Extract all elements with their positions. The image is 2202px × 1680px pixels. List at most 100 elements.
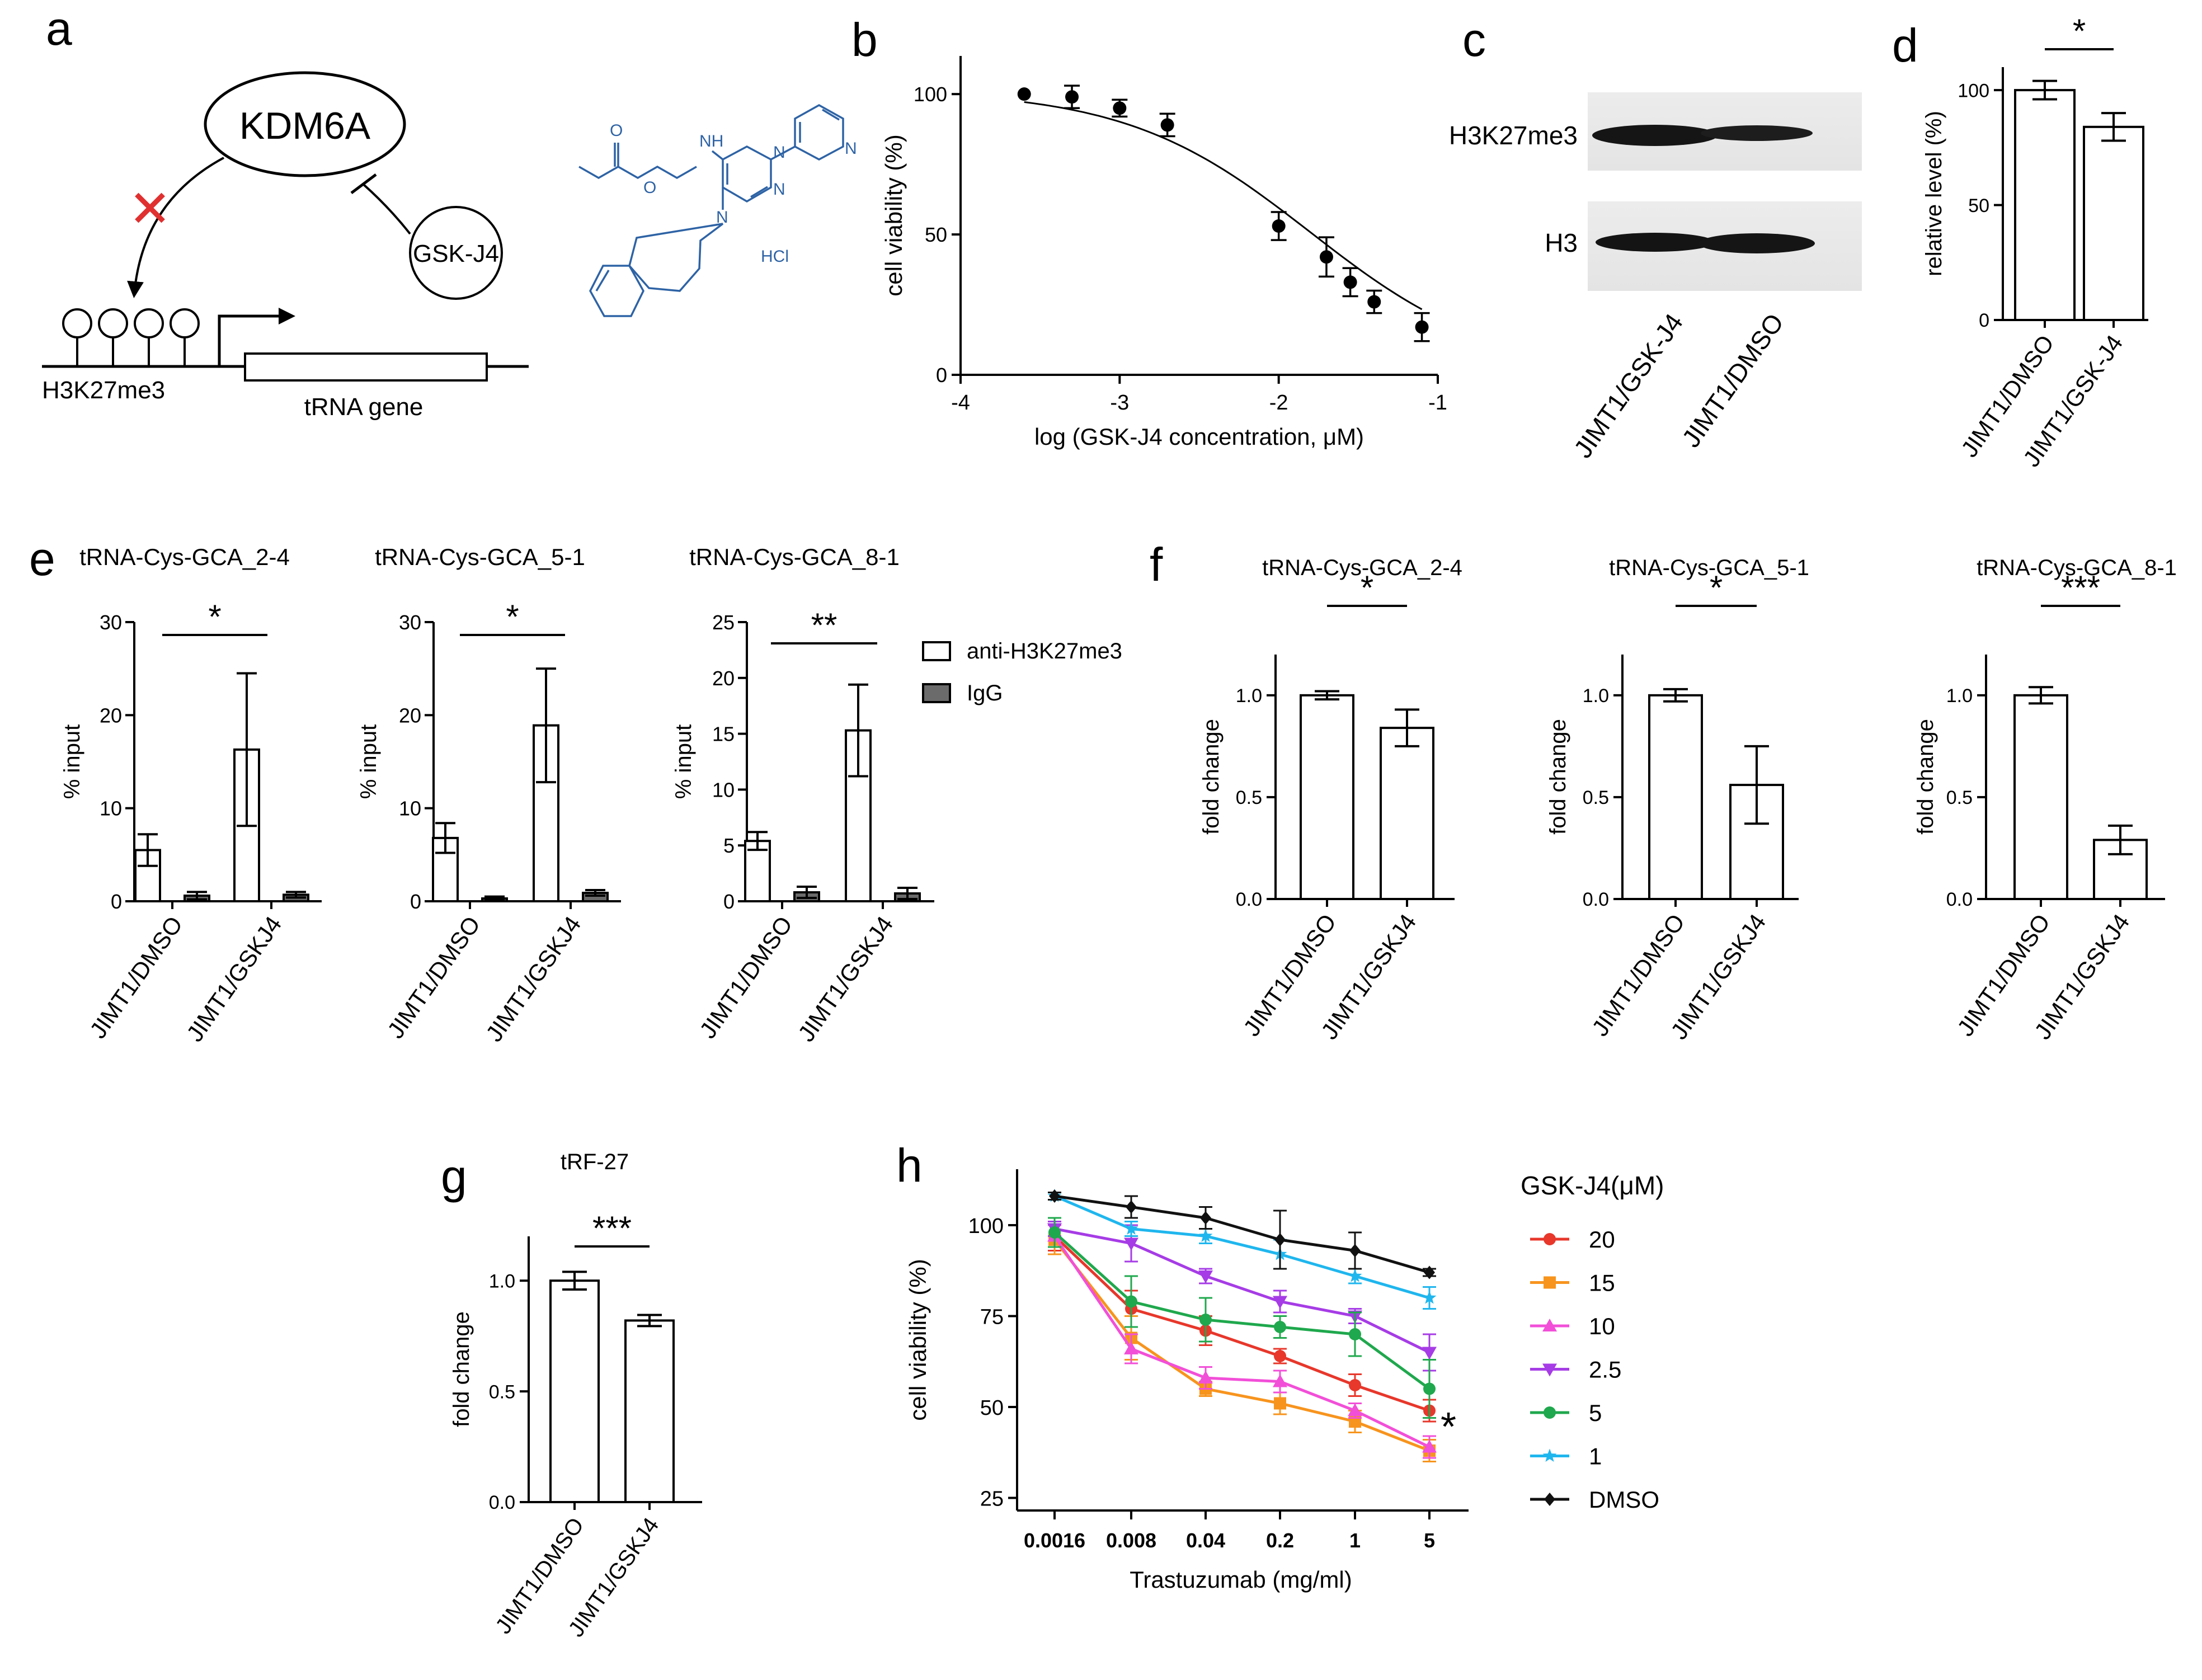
significance-label: * [208, 598, 221, 636]
x-tick-label: 5 [1424, 1529, 1435, 1552]
x-tick-label: JIMT1/GSKJ4 [181, 911, 286, 1046]
bar [549, 1279, 600, 1504]
legend-label: 15 [1589, 1270, 1615, 1296]
y-tick-label: 50 [980, 1396, 1004, 1420]
data-point [1273, 1296, 1287, 1309]
data-point [1424, 1265, 1435, 1279]
legend-marker [1544, 1406, 1556, 1419]
data-point [1272, 219, 1286, 233]
panel-letter-b: b [851, 13, 878, 66]
x-tick-label: -1 [1428, 391, 1447, 415]
chart-title: tRNA-Cys-GCA_2-4 [79, 544, 290, 570]
panel-a-schematic: KDM6A GSK-J4 ✕ H3K27me3 tRNA gene [42, 71, 529, 421]
legend-label: 5 [1589, 1400, 1602, 1426]
y-tick-label: 50 [925, 223, 947, 246]
y-tick-label: 100 [914, 83, 947, 106]
x-tick-label: JIMT1/DMSO [694, 911, 797, 1043]
y-tick-label: 25 [980, 1488, 1004, 1511]
x-tick-label: -2 [1269, 391, 1288, 415]
bar [1648, 694, 1703, 901]
series-5 [1048, 1217, 1436, 1419]
gsk-j4-label: GSK-J4 [413, 240, 499, 267]
gsk-j4-structure [578, 103, 844, 317]
significance-label: * [2073, 12, 2086, 50]
y-tick-label: 100 [1958, 80, 1989, 101]
y-tick-label: 0.5 [489, 1381, 515, 1403]
lollipop [134, 308, 164, 338]
x-axis-label: Trastuzumab (mg/ml) [1130, 1566, 1352, 1593]
y-axis-label: relative level (%) [1922, 111, 1946, 276]
x-tick-label: JIMT1/DMSO [382, 911, 485, 1043]
y-axis-label: % input [60, 724, 84, 799]
band-h3k27me3-gskj4 [1592, 125, 1718, 146]
legend-h-title: GSK-J4(μM) [1521, 1171, 1664, 1200]
y-tick-label: 20 [100, 704, 122, 727]
x-tick-label: 0.008 [1106, 1529, 1156, 1552]
y-tick-label: 1.0 [489, 1270, 515, 1292]
data-point [1160, 118, 1174, 132]
chart-b-dose-response: 0 50 100 -4 -3 -2 -1 log (GSK-J4 concentration,… [881, 56, 1447, 450]
significance-label: *** [2061, 569, 2100, 606]
lollipop [62, 308, 92, 338]
x-tick-label: 0.2 [1266, 1529, 1294, 1552]
legend-swatch-anti-h3k27me3 [922, 641, 951, 661]
data-point [1198, 1371, 1213, 1383]
y-tick-label: 0.0 [489, 1492, 515, 1513]
data-point [1198, 1270, 1213, 1283]
y-tick-label: 100 [968, 1215, 1004, 1238]
band-h3k27me3-dmso [1701, 125, 1813, 141]
legend-h-items: 20 15 10 2.5 5 1 DMSO [1530, 1226, 1659, 1513]
data-point [1125, 1295, 1137, 1308]
significance-label: * [1361, 569, 1373, 606]
data-point [1349, 1244, 1361, 1258]
gsk-j4-structure-labels: O O NH N N N N HCl [610, 121, 857, 266]
y-axis-label: cell viability (%) [881, 134, 907, 296]
data-point [1343, 275, 1357, 289]
series-line [1053, 1231, 1431, 1390]
legend-h: GSK-J4(μM) 20 15 10 2.5 5 1 DMSO [1521, 1171, 1664, 1513]
tss-arrow [218, 308, 295, 366]
data-point [1422, 1291, 1437, 1304]
y-tick-label: 25 [712, 611, 735, 634]
y-axis-label: % input [671, 724, 696, 799]
legend-label: DMSO [1589, 1486, 1659, 1513]
series-10 [1047, 1224, 1437, 1459]
legend-e: anti-H3K27me3 IgG [922, 639, 1122, 705]
data-point [1198, 1229, 1213, 1242]
bar [2083, 125, 2144, 321]
legend-label-anti-h3k27me3: anti-H3K27me3 [967, 639, 1122, 663]
legend-marker [1544, 1493, 1555, 1506]
legend-label: 10 [1589, 1313, 1615, 1339]
series-line [1053, 1235, 1430, 1412]
atom-label: N [716, 208, 728, 227]
chart-e3-chip: 0 5 10 15 20 25 % input tRNA-Cys-GCA_8-1 JIMT1/D… [671, 544, 934, 1046]
series-line [1054, 1227, 1431, 1354]
series-line [1053, 1239, 1430, 1452]
h3k27me3-label: H3K27me3 [42, 377, 165, 404]
chart-e1-chip: 0 10 20 30 % input tRNA-Cys-GCA_2-4 JIMT1/DMSO… [60, 544, 322, 1046]
trna-gene-box [244, 352, 488, 382]
y-tick-label: 15 [712, 723, 735, 746]
y-tick-label: 0 [723, 890, 735, 913]
panel-c-blot: H3K27me3 H3 JIMT1/GSK-J4 JIMT1/DMSO [1449, 92, 1862, 463]
legend-label-igg: IgG [967, 681, 1003, 705]
panel-letter-h: h [896, 1139, 923, 1192]
bar [2014, 89, 2076, 321]
bar [2013, 694, 2068, 901]
y-axis-label: cell viability (%) [905, 1259, 931, 1420]
data-point [1422, 1347, 1437, 1360]
data-point [1349, 1379, 1361, 1391]
data-point [1422, 1439, 1437, 1453]
data-point [1273, 1374, 1287, 1387]
y-tick-label: 0 [936, 364, 947, 387]
inhibition-line [363, 183, 411, 235]
series-line [1054, 1194, 1430, 1274]
series-line [1054, 1194, 1430, 1300]
fit-curve [1024, 101, 1423, 310]
y-tick-label: 10 [399, 797, 421, 820]
y-tick-label: 10 [712, 778, 735, 801]
y-tick-label: 20 [399, 704, 421, 727]
y-axis-label: fold change [1546, 719, 1570, 835]
